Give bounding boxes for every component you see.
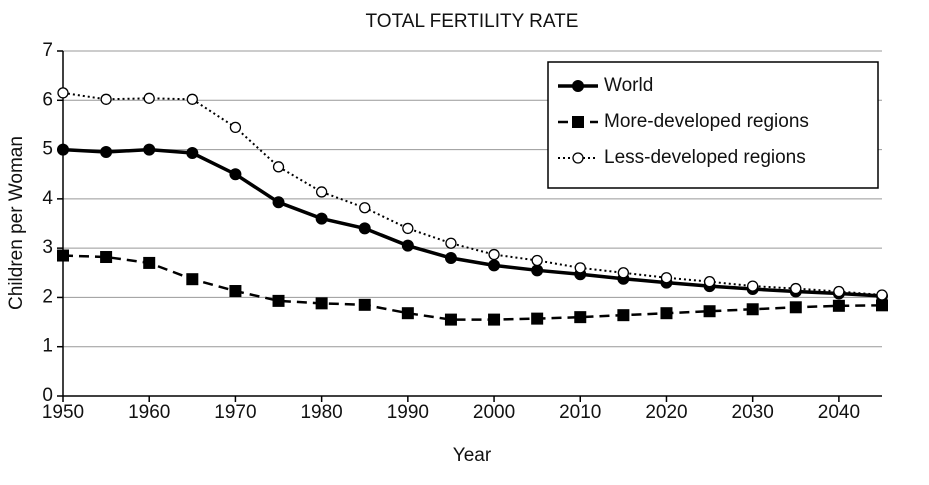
y-tick-label: 6 — [42, 89, 53, 110]
marker — [359, 202, 371, 214]
marker — [272, 196, 285, 209]
marker — [401, 239, 414, 252]
x-tick-label: 1970 — [214, 402, 256, 423]
marker — [401, 307, 414, 320]
marker — [229, 285, 242, 298]
marker — [315, 186, 328, 198]
marker — [572, 80, 584, 92]
marker — [572, 152, 584, 164]
marker — [272, 294, 285, 307]
marker — [445, 237, 457, 249]
marker — [703, 305, 716, 318]
marker — [143, 256, 156, 269]
marker — [358, 222, 371, 235]
marker — [272, 161, 285, 173]
y-tick-label: 1 — [42, 336, 53, 357]
marker — [488, 259, 501, 272]
legend-label: Less-developed regions — [604, 147, 806, 168]
marker — [660, 272, 673, 284]
y-tick-label: 5 — [42, 139, 53, 160]
marker — [402, 222, 414, 235]
marker — [876, 299, 888, 312]
marker — [100, 146, 113, 159]
y-axis-label: Children per Woman — [6, 136, 27, 310]
series-line — [62, 254, 883, 321]
marker — [100, 93, 112, 105]
legend-box — [547, 61, 879, 189]
marker — [790, 282, 802, 295]
x-tick-label: 1980 — [300, 402, 342, 423]
y-tick-label: 0 — [42, 385, 53, 406]
marker — [186, 273, 199, 286]
y-tick-label: 4 — [42, 188, 53, 209]
marker — [617, 267, 630, 279]
marker — [229, 168, 242, 181]
y-tick-label: 7 — [42, 40, 53, 61]
x-tick-label: 2010 — [559, 402, 601, 423]
marker — [143, 143, 156, 156]
marker — [444, 313, 457, 326]
y-tick-label: 2 — [42, 286, 53, 307]
x-tick-label: 2020 — [645, 402, 687, 423]
marker — [876, 289, 888, 301]
marker — [315, 212, 328, 225]
series-line — [62, 91, 883, 296]
x-tick-label: 1950 — [42, 402, 84, 423]
marker — [315, 297, 328, 310]
series-line — [62, 147, 883, 298]
marker — [703, 276, 716, 288]
marker — [229, 121, 242, 134]
y-tick-label: 3 — [42, 237, 53, 258]
marker — [186, 93, 198, 105]
marker — [833, 285, 845, 298]
marker — [574, 262, 586, 274]
marker — [531, 312, 544, 325]
legend-label: World — [604, 75, 653, 96]
marker — [143, 92, 155, 104]
marker — [746, 303, 759, 316]
x-tick-label: 2040 — [818, 402, 860, 423]
marker — [574, 311, 587, 324]
marker — [617, 309, 630, 322]
marker — [832, 299, 845, 312]
x-tick-label: 2030 — [732, 402, 774, 423]
chart-title: TOTAL FERTILITY RATE — [366, 11, 579, 32]
marker — [488, 313, 501, 326]
marker — [444, 252, 457, 264]
marker — [358, 298, 371, 311]
legend-label: More-developed regions — [604, 111, 809, 132]
marker — [186, 147, 199, 160]
marker — [100, 251, 113, 264]
marker — [572, 116, 584, 128]
marker — [57, 143, 69, 156]
marker — [747, 280, 759, 292]
marker — [57, 249, 69, 262]
marker — [531, 264, 544, 277]
x-axis-label: Year — [453, 445, 492, 466]
marker — [531, 254, 543, 267]
marker — [57, 87, 69, 99]
marker — [660, 307, 673, 320]
x-tick-label: 1960 — [128, 402, 170, 423]
x-tick-label: 1990 — [387, 402, 429, 423]
marker — [789, 301, 802, 314]
x-tick-label: 2000 — [473, 402, 515, 423]
marker — [488, 248, 500, 261]
